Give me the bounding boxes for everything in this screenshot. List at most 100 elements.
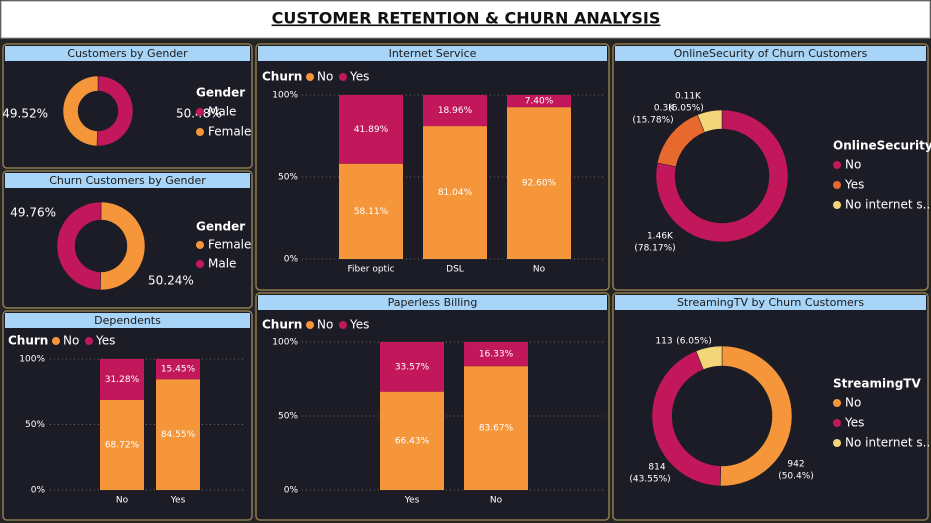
x-tick-label: Yes bbox=[170, 496, 186, 506]
panel-title-bar bbox=[258, 295, 607, 310]
title-band bbox=[0, 0, 931, 39]
bar-segment bbox=[464, 342, 528, 367]
legend-label: Yes bbox=[844, 178, 864, 192]
legend-dot bbox=[196, 260, 204, 268]
panel-title: Paperless Billing bbox=[388, 296, 478, 309]
legend-label: No bbox=[845, 158, 861, 172]
legend-label: Male bbox=[208, 105, 236, 119]
legend-dot bbox=[196, 108, 204, 116]
data-label: (50.4%) bbox=[778, 472, 814, 482]
legend-label: No bbox=[63, 334, 79, 348]
data-label: (78.17%) bbox=[634, 244, 675, 254]
legend-title: Gender bbox=[196, 220, 245, 234]
dashboard-title: CUSTOMER RETENTION & CHURN ANALYSIS bbox=[272, 9, 661, 28]
legend-dot bbox=[833, 181, 841, 189]
panel-title-bar bbox=[5, 313, 250, 328]
donut-slice bbox=[719, 345, 793, 487]
y-tick-label: 50% bbox=[25, 420, 45, 430]
legend-dot bbox=[833, 419, 841, 427]
panel-title-bar bbox=[615, 46, 926, 61]
donut-slice bbox=[100, 201, 146, 291]
legend-title: OnlineSecurity bbox=[833, 139, 931, 153]
count-label: 113 bbox=[655, 337, 672, 347]
data-label: 41.89% bbox=[354, 125, 389, 135]
legend-title: StreamingTV bbox=[833, 377, 921, 391]
bar-segment bbox=[507, 107, 571, 259]
donut-slice bbox=[655, 109, 789, 243]
y-tick-label: 0% bbox=[31, 486, 46, 496]
data-label: 49.52% bbox=[2, 107, 48, 121]
legend-label: Female bbox=[208, 125, 251, 139]
count-label: 1.46K bbox=[647, 232, 674, 242]
legend-dot bbox=[85, 337, 93, 345]
bar-segment bbox=[100, 359, 144, 400]
count-label: 942 bbox=[787, 460, 804, 470]
legend-label: Male bbox=[208, 257, 236, 271]
data-label: 83.67% bbox=[479, 424, 514, 434]
panel-title-bar bbox=[5, 46, 250, 61]
legend-dot bbox=[306, 73, 314, 81]
panel-title: Churn Customers by Gender bbox=[49, 174, 206, 187]
data-label: 58.11% bbox=[354, 207, 389, 217]
legend-dot bbox=[52, 337, 60, 345]
data-label: (15.78%) bbox=[632, 116, 673, 126]
legend-title: Gender bbox=[196, 86, 245, 100]
data-label: 50.24% bbox=[148, 274, 194, 288]
bar-segment bbox=[423, 95, 487, 127]
panel-title-bar bbox=[5, 173, 250, 188]
legend-label: No internet s... bbox=[845, 436, 931, 450]
bar-segment bbox=[156, 379, 200, 490]
bar-segment bbox=[339, 163, 403, 259]
legend-dot bbox=[833, 399, 841, 407]
legend-dot bbox=[833, 201, 841, 209]
x-tick-label: No bbox=[116, 496, 129, 506]
data-label: 31.28% bbox=[105, 375, 140, 385]
panel-title: Dependents bbox=[94, 314, 161, 327]
data-label: 92.60% bbox=[522, 179, 557, 189]
legend-dot bbox=[833, 161, 841, 169]
bar-segment bbox=[464, 366, 528, 490]
legend-label: Yes bbox=[349, 318, 369, 332]
count-label: 814 bbox=[648, 463, 665, 473]
y-tick-label: 50% bbox=[278, 412, 298, 422]
panel-title: OnlineSecurity of Churn Customers bbox=[674, 47, 868, 60]
legend-dot bbox=[833, 439, 841, 447]
y-tick-label: 0% bbox=[284, 255, 299, 265]
legend-label: Yes bbox=[349, 70, 369, 84]
y-tick-label: 100% bbox=[272, 338, 298, 348]
bar-segment bbox=[156, 359, 200, 380]
panel-title: StreamingTV by Churn Customers bbox=[677, 296, 864, 309]
legend-dot bbox=[339, 321, 347, 329]
donut-slice bbox=[695, 345, 723, 370]
legend-label: Yes bbox=[844, 416, 864, 430]
legend-title: Churn bbox=[8, 334, 48, 348]
legend-label: Yes bbox=[95, 334, 115, 348]
legend-label: No bbox=[317, 70, 333, 84]
x-tick-label: DSL bbox=[446, 265, 464, 275]
panel-title-bar bbox=[258, 46, 607, 61]
bar-segment bbox=[339, 95, 403, 164]
y-tick-label: 0% bbox=[284, 486, 299, 496]
data-label: (6.05%) bbox=[668, 104, 704, 114]
count-label: 0.3K bbox=[654, 104, 675, 114]
bar-segment bbox=[100, 399, 144, 490]
data-label: 7.40% bbox=[525, 97, 554, 107]
bar-segment bbox=[507, 95, 571, 108]
data-label: 66.43% bbox=[395, 436, 430, 446]
data-label: (43.55%) bbox=[629, 475, 670, 485]
legend-label: No bbox=[317, 318, 333, 332]
data-label: 84.55% bbox=[161, 430, 196, 440]
bar-segment bbox=[380, 342, 444, 392]
data-label: (6.05%) bbox=[676, 337, 712, 347]
x-tick-label: Fiber optic bbox=[347, 265, 394, 275]
x-tick-label: No bbox=[490, 496, 503, 506]
data-label: 15.45% bbox=[161, 365, 196, 375]
x-tick-label: No bbox=[533, 265, 546, 275]
panel-title: Customers by Gender bbox=[67, 47, 188, 60]
legend-dot bbox=[196, 128, 204, 136]
x-tick-label: Yes bbox=[404, 496, 420, 506]
legend-dot bbox=[196, 241, 204, 249]
legend-dot bbox=[306, 321, 314, 329]
